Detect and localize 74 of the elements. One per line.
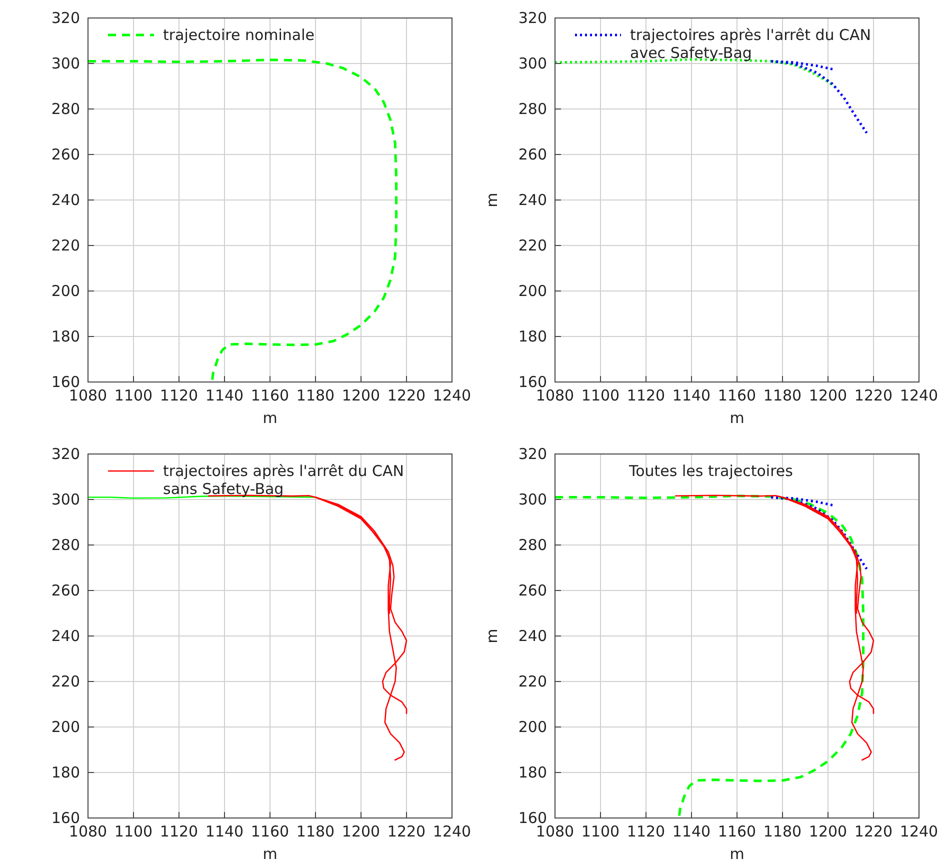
y-tick-label: 260 xyxy=(51,581,80,600)
x-tick-label: 1240 xyxy=(900,822,938,841)
y-tick-label: 200 xyxy=(51,282,80,300)
x-tick-label: 1220 xyxy=(387,386,426,405)
legend-label: trajectoire nominale xyxy=(163,26,315,44)
x-tick-label: 1180 xyxy=(296,822,335,841)
x-axis-title: m xyxy=(730,845,744,863)
x-tick-label: 1180 xyxy=(296,386,335,405)
y-tick-label: 220 xyxy=(518,672,547,690)
x-axis-title: m xyxy=(262,845,278,863)
y-tick-label: 180 xyxy=(51,327,80,346)
y-axis-title: m xyxy=(483,192,501,208)
y-axis-title: m xyxy=(483,628,501,644)
x-tick-label: 1200 xyxy=(808,386,848,405)
x-tick-label: 1120 xyxy=(626,386,666,405)
x-tick-label: 1240 xyxy=(432,386,472,405)
x-tick-label: 1100 xyxy=(581,386,620,405)
x-tick-label: 1200 xyxy=(342,822,380,841)
y-tick-label: 240 xyxy=(51,626,80,645)
x-tick-label: 1180 xyxy=(763,386,802,405)
legend-label: trajectoires après l'arrêt du CAN avec Safety-Bag xyxy=(630,26,871,62)
y-tick-label: 200 xyxy=(518,282,547,300)
y-tick-label: 260 xyxy=(518,145,547,164)
y-tick-label: 260 xyxy=(51,145,80,164)
y-tick-label: 240 xyxy=(518,190,547,209)
x-tick-label: 1100 xyxy=(581,822,620,841)
x-tick-label: 1120 xyxy=(160,822,198,841)
y-tick-label: 200 xyxy=(51,718,80,736)
text: Toutes les trajectoires xyxy=(628,462,794,480)
x-tick-label: 1240 xyxy=(900,386,938,405)
y-tick-label: 280 xyxy=(51,536,80,554)
y-tick-label: 220 xyxy=(518,236,547,254)
x-tick-label: 1220 xyxy=(854,822,893,841)
x-tick-label: 1100 xyxy=(114,386,153,405)
x-tick-label: 1200 xyxy=(808,822,848,841)
x-tick-label: 1140 xyxy=(205,822,244,841)
x-tick-label: 1100 xyxy=(114,822,153,841)
x-tick-label: 1160 xyxy=(250,822,290,841)
y-tick-label: 300 xyxy=(518,54,547,72)
y-tick-label: 180 xyxy=(518,763,547,782)
legend-label: trajectoires après l'arrêt du CAN sans Safety-Bag xyxy=(163,462,404,498)
y-tick-label: 300 xyxy=(51,54,80,72)
x-tick-label: 1160 xyxy=(250,386,290,405)
y-tick-label: 300 xyxy=(518,490,547,508)
y-tick-label: 280 xyxy=(51,100,80,118)
x-tick-label: 1140 xyxy=(672,386,711,405)
y-tick-label: 300 xyxy=(51,490,80,508)
y-tick-label: 220 xyxy=(51,236,80,254)
x-tick-label: 1160 xyxy=(718,386,756,405)
x-axis-title: m xyxy=(730,409,744,427)
x-tick-label: 1140 xyxy=(205,386,244,405)
y-tick-label: 320 xyxy=(518,444,547,463)
y-tick-label: 320 xyxy=(51,444,80,463)
x-tick-label: 1220 xyxy=(854,386,893,405)
x-tick-label: 1120 xyxy=(160,386,198,405)
y-tick-label: 240 xyxy=(518,626,547,645)
x-tick-label: 1140 xyxy=(672,822,711,841)
x-tick-label: 1160 xyxy=(718,822,756,841)
x-tick-label: 1200 xyxy=(342,386,380,405)
x-tick-label: 1180 xyxy=(763,822,802,841)
y-tick-label: 220 xyxy=(51,672,80,690)
y-tick-label: 320 xyxy=(51,8,80,27)
y-tick-label: 280 xyxy=(518,536,547,554)
x-axis-title: m xyxy=(262,409,278,427)
y-tick-label: 180 xyxy=(51,763,80,782)
y-tick-label: 240 xyxy=(51,190,80,209)
y-tick-label: 320 xyxy=(518,8,547,27)
y-tick-label: 280 xyxy=(518,100,547,118)
x-tick-label: 1220 xyxy=(387,822,426,841)
x-tick-label: 1120 xyxy=(626,822,666,841)
y-tick-label: 180 xyxy=(518,327,547,346)
y-tick-label: 260 xyxy=(518,581,547,600)
y-tick-label: 200 xyxy=(518,718,547,736)
x-tick-label: 1240 xyxy=(432,822,472,841)
